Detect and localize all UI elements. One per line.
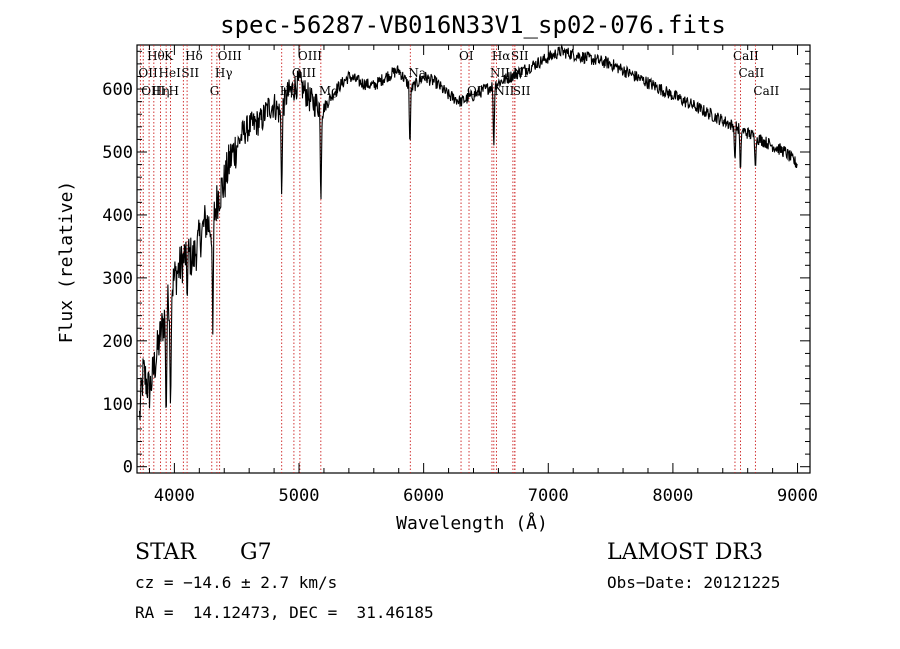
y-tick-label: 500 bbox=[102, 143, 133, 163]
x-tick-label: 5000 bbox=[279, 486, 320, 506]
line-label: Hθ bbox=[147, 49, 165, 63]
line-label: CaII bbox=[733, 49, 759, 63]
emission-line-markers: OIIOIIIHθHηHeIKHSIIHδGHγOIIIHβOIIIOIIIMg… bbox=[138, 45, 779, 473]
line-label: Hα bbox=[492, 49, 511, 63]
line-label: OIII bbox=[218, 49, 242, 63]
chart-title: spec-56287-VB016N33V1_sp02-076.fits bbox=[220, 11, 726, 39]
object-subclass: G7 bbox=[240, 540, 272, 565]
y-axis-label: Flux (relative) bbox=[56, 181, 77, 344]
line-label: G bbox=[210, 84, 220, 98]
line-label: H bbox=[169, 84, 179, 98]
x-tick-label: 9000 bbox=[777, 486, 818, 506]
line-label: CaII bbox=[738, 66, 764, 80]
line-label: NII bbox=[494, 84, 514, 98]
line-label: Hγ bbox=[215, 66, 233, 80]
object-class: STAR bbox=[135, 540, 196, 565]
line-label: SII bbox=[511, 49, 529, 63]
x-tick-label: 8000 bbox=[652, 486, 693, 506]
line-label: SII bbox=[513, 84, 531, 98]
line-label: K bbox=[164, 49, 174, 63]
y-tick-label: 100 bbox=[102, 395, 133, 415]
survey-name: LAMOST DR3 bbox=[607, 540, 763, 565]
line-label: Hδ bbox=[185, 49, 203, 63]
line-label: SII bbox=[181, 66, 199, 80]
coordinates: RA = 14.12473, DEC = 31.46185 bbox=[135, 603, 434, 622]
x-tick-label: 4000 bbox=[154, 486, 195, 506]
spectrum-line bbox=[138, 43, 798, 421]
y-tick-label: 200 bbox=[102, 332, 133, 352]
line-label: HeI bbox=[159, 66, 182, 80]
redshift-value: cz = −14.6 ± 2.7 km/s bbox=[135, 573, 338, 592]
plot-frame bbox=[136, 44, 811, 474]
line-label: OII bbox=[138, 66, 158, 80]
line-label: Na bbox=[408, 66, 426, 80]
x-tick-label: 7000 bbox=[528, 486, 569, 506]
y-tick-label: 300 bbox=[102, 269, 133, 289]
line-label: OI bbox=[459, 49, 474, 63]
line-label: OIII bbox=[298, 49, 322, 63]
observation-date: Obs−Date: 20121225 bbox=[607, 573, 781, 592]
x-tick-label: 6000 bbox=[403, 486, 444, 506]
line-label: CaII bbox=[753, 84, 779, 98]
y-tick-label: 400 bbox=[102, 206, 133, 226]
y-tick-label: 0 bbox=[123, 458, 133, 478]
y-tick-label: 600 bbox=[102, 80, 133, 100]
x-axis-label: Wavelength (Å) bbox=[396, 512, 548, 534]
axis-ticks: 4000 5000 6000 7000 8000 9000 0 100 200 300 400 500… bbox=[102, 45, 818, 506]
